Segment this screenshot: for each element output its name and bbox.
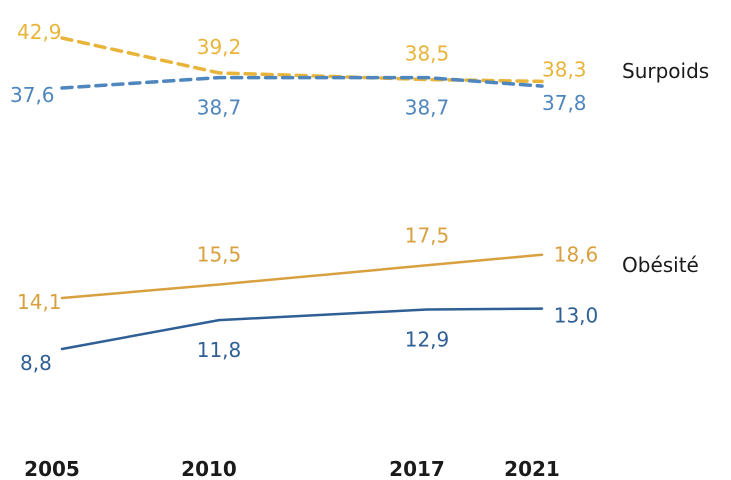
x-axis: 2005 2010 2017 2021 bbox=[24, 457, 560, 480]
data-label: 13,0 bbox=[554, 304, 599, 328]
x-tick-label: 2010 bbox=[181, 457, 237, 480]
x-tick-label: 2021 bbox=[504, 457, 560, 480]
data-label: 18,6 bbox=[554, 243, 599, 267]
obesite-series-1-line bbox=[60, 253, 544, 300]
surpoids-series-1-line bbox=[60, 36, 544, 84]
data-label: 37,8 bbox=[542, 91, 587, 115]
group-label-layer: Surpoids Obésité bbox=[622, 59, 709, 277]
data-label-layer: 42,9 39,2 38,5 38,3 37,6 38,7 38,7 37,8 14,1 15,5… bbox=[10, 20, 598, 375]
data-label: 14,1 bbox=[17, 290, 62, 314]
data-label: 38,3 bbox=[542, 57, 587, 81]
data-label: 38,7 bbox=[197, 96, 242, 120]
data-label: 38,7 bbox=[405, 96, 450, 120]
data-label: 17,5 bbox=[405, 223, 450, 247]
surpoids-group-label: Surpoids bbox=[622, 59, 709, 83]
series-layer bbox=[60, 36, 544, 351]
data-label: 38,5 bbox=[405, 42, 450, 66]
obesite-group-label: Obésité bbox=[622, 253, 699, 277]
data-label: 11,8 bbox=[197, 338, 242, 362]
data-label: 37,6 bbox=[10, 83, 55, 107]
obesite-series-2-line bbox=[60, 307, 544, 351]
data-label: 8,8 bbox=[20, 351, 52, 375]
surpoids-series-2-line bbox=[60, 75, 544, 90]
data-label: 42,9 bbox=[17, 20, 62, 44]
data-label: 15,5 bbox=[197, 243, 242, 267]
x-tick-label: 2005 bbox=[24, 457, 80, 480]
data-label: 12,9 bbox=[405, 328, 450, 352]
data-label: 39,2 bbox=[197, 35, 242, 59]
x-tick-label: 2017 bbox=[389, 457, 445, 480]
